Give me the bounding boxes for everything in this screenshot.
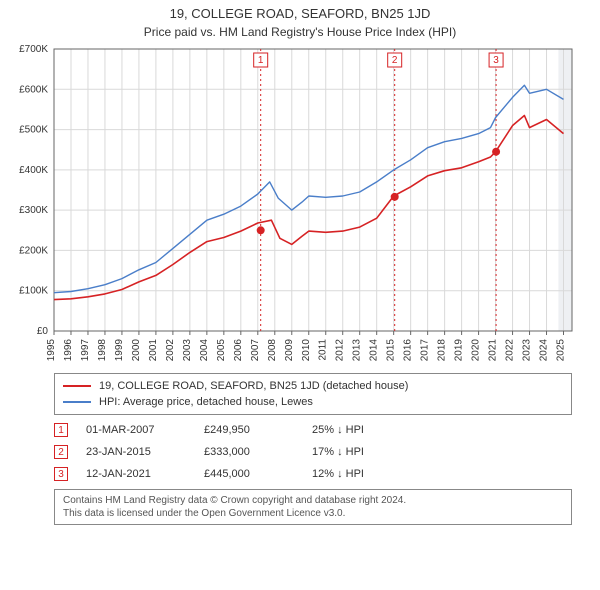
legend-item-price-paid: 19, COLLEGE ROAD, SEAFORD, BN25 1JD (det… <box>63 378 563 394</box>
event-row: 3 12-JAN-2021 £445,000 12% ↓ HPI <box>54 463 572 485</box>
event-price: £445,000 <box>204 468 294 480</box>
event-date: 23-JAN-2015 <box>86 446 186 458</box>
svg-text:2025: 2025 <box>556 339 567 362</box>
svg-text:2015: 2015 <box>386 339 397 362</box>
svg-text:2002: 2002 <box>165 339 176 362</box>
svg-text:2022: 2022 <box>505 339 516 362</box>
footer-line: This data is licensed under the Open Gov… <box>63 507 563 520</box>
svg-text:1: 1 <box>258 55 264 66</box>
svg-text:£0: £0 <box>37 326 49 337</box>
svg-text:2008: 2008 <box>267 339 278 362</box>
footer-attribution: Contains HM Land Registry data © Crown c… <box>54 489 572 525</box>
svg-text:2004: 2004 <box>199 339 210 362</box>
event-price: £249,950 <box>204 424 294 436</box>
event-row: 1 01-MAR-2007 £249,950 25% ↓ HPI <box>54 419 572 441</box>
svg-text:£700K: £700K <box>19 44 48 55</box>
svg-text:2000: 2000 <box>131 339 142 362</box>
svg-text:1996: 1996 <box>63 339 74 362</box>
svg-text:2020: 2020 <box>471 339 482 362</box>
svg-text:2010: 2010 <box>301 339 312 362</box>
svg-text:2009: 2009 <box>284 339 295 362</box>
svg-text:2018: 2018 <box>437 339 448 362</box>
legend-swatch <box>63 401 91 403</box>
svg-text:2013: 2013 <box>352 339 363 362</box>
svg-text:2017: 2017 <box>420 339 431 362</box>
event-badge: 3 <box>54 467 68 481</box>
svg-text:2001: 2001 <box>148 339 159 362</box>
event-date: 01-MAR-2007 <box>86 424 186 436</box>
event-delta: 12% ↓ HPI <box>312 468 402 480</box>
events-table: 1 01-MAR-2007 £249,950 25% ↓ HPI 2 23-JA… <box>54 419 572 485</box>
legend-label: 19, COLLEGE ROAD, SEAFORD, BN25 1JD (det… <box>99 380 408 392</box>
svg-text:2014: 2014 <box>369 339 380 362</box>
svg-text:£100K: £100K <box>19 286 48 297</box>
svg-text:£600K: £600K <box>19 84 48 95</box>
svg-text:1998: 1998 <box>97 339 108 362</box>
svg-text:1997: 1997 <box>80 339 91 362</box>
svg-text:2007: 2007 <box>250 339 261 362</box>
svg-text:2003: 2003 <box>182 339 193 362</box>
svg-text:1999: 1999 <box>114 339 125 362</box>
legend: 19, COLLEGE ROAD, SEAFORD, BN25 1JD (det… <box>54 373 572 415</box>
svg-text:2: 2 <box>392 55 398 66</box>
svg-text:2021: 2021 <box>488 339 499 362</box>
svg-text:£300K: £300K <box>19 205 48 216</box>
event-badge: 2 <box>54 445 68 459</box>
event-date: 12-JAN-2021 <box>86 468 186 480</box>
event-delta: 17% ↓ HPI <box>312 446 402 458</box>
svg-text:£200K: £200K <box>19 245 48 256</box>
svg-text:2019: 2019 <box>454 339 465 362</box>
chart-subtitle: Price paid vs. HM Land Registry's House … <box>0 25 600 39</box>
svg-text:£500K: £500K <box>19 125 48 136</box>
event-row: 2 23-JAN-2015 £333,000 17% ↓ HPI <box>54 441 572 463</box>
chart-title: 19, COLLEGE ROAD, SEAFORD, BN25 1JD <box>0 6 600 21</box>
chart-area: £0 £100K £200K £300K £400K £500K £600K £700K 199… <box>0 41 600 371</box>
price-chart: £0 £100K £200K £300K £400K £500K £600K £700K 199… <box>0 41 600 371</box>
svg-text:2011: 2011 <box>318 339 329 361</box>
svg-text:2016: 2016 <box>403 339 414 362</box>
svg-text:2005: 2005 <box>216 339 227 362</box>
svg-text:2006: 2006 <box>233 339 244 362</box>
footer-line: Contains HM Land Registry data © Crown c… <box>63 494 563 507</box>
legend-label: HPI: Average price, detached house, Lewe… <box>99 396 313 408</box>
svg-text:£400K: £400K <box>19 165 48 176</box>
legend-item-hpi: HPI: Average price, detached house, Lewe… <box>63 394 563 410</box>
svg-text:2023: 2023 <box>522 339 533 362</box>
svg-text:1995: 1995 <box>46 339 57 362</box>
event-badge: 1 <box>54 423 68 437</box>
legend-swatch <box>63 385 91 387</box>
svg-text:2024: 2024 <box>539 339 550 362</box>
event-price: £333,000 <box>204 446 294 458</box>
svg-text:2012: 2012 <box>335 339 346 362</box>
svg-text:3: 3 <box>493 55 499 66</box>
chart-titles: 19, COLLEGE ROAD, SEAFORD, BN25 1JD Pric… <box>0 0 600 41</box>
event-delta: 25% ↓ HPI <box>312 424 402 436</box>
